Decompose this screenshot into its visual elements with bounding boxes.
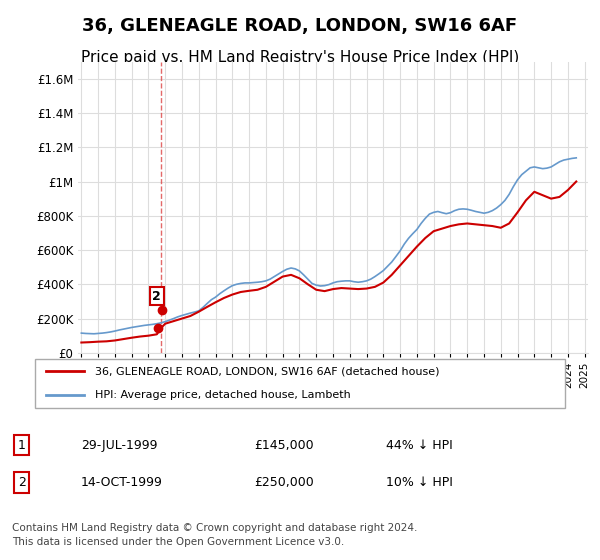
Text: 36, GLENEAGLE ROAD, LONDON, SW16 6AF (detached house): 36, GLENEAGLE ROAD, LONDON, SW16 6AF (de… <box>95 366 439 376</box>
Text: 2: 2 <box>152 290 161 303</box>
FancyBboxPatch shape <box>35 360 565 408</box>
Text: Contains HM Land Registry data © Crown copyright and database right 2024.
This d: Contains HM Land Registry data © Crown c… <box>12 523 418 547</box>
Text: £250,000: £250,000 <box>254 476 314 489</box>
Text: 44% ↓ HPI: 44% ↓ HPI <box>386 438 453 452</box>
Text: 1: 1 <box>18 438 26 452</box>
Text: 29-JUL-1999: 29-JUL-1999 <box>81 438 158 452</box>
Text: HPI: Average price, detached house, Lambeth: HPI: Average price, detached house, Lamb… <box>95 390 350 400</box>
Text: 2: 2 <box>18 476 26 489</box>
Text: £145,000: £145,000 <box>254 438 314 452</box>
Text: Price paid vs. HM Land Registry's House Price Index (HPI): Price paid vs. HM Land Registry's House … <box>81 50 519 66</box>
Text: 14-OCT-1999: 14-OCT-1999 <box>81 476 163 489</box>
Text: 36, GLENEAGLE ROAD, LONDON, SW16 6AF: 36, GLENEAGLE ROAD, LONDON, SW16 6AF <box>82 17 518 35</box>
Text: 10% ↓ HPI: 10% ↓ HPI <box>386 476 453 489</box>
